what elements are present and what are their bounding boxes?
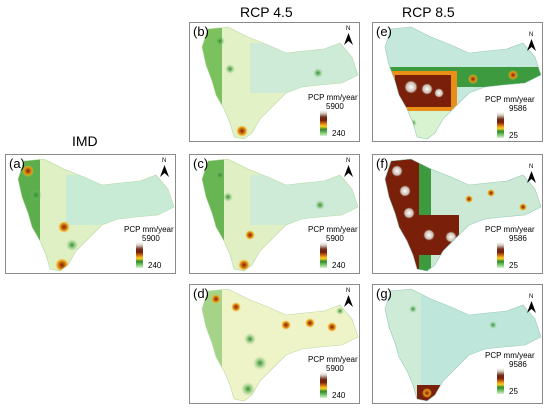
north-arrow-a: N [158, 158, 172, 179]
legend-colorbar [136, 242, 143, 268]
legend-colorbar [320, 372, 327, 398]
north-arrow-icon [344, 33, 353, 45]
north-arrow-f: N [525, 164, 539, 185]
panel-label-g: (g) [376, 286, 392, 301]
column-title-imd: IMD [72, 133, 98, 149]
legend-unit: PCP mm/year [308, 93, 358, 102]
map-c [201, 158, 359, 272]
legend-min: 240 [148, 261, 162, 270]
panel-label-b: (b) [193, 24, 209, 39]
map-panel-g: (g) N PCP mm/year 9586 25 [372, 284, 543, 404]
legend-unit: PCP mm/year [485, 225, 535, 234]
north-arrow-c: N [342, 158, 356, 179]
map-f [384, 158, 542, 272]
north-arrow-icon [160, 165, 169, 177]
map-b [201, 26, 359, 140]
legend-unit: PCP mm/year [485, 351, 535, 360]
north-arrow-icon [527, 301, 536, 313]
legend-min: 25 [509, 387, 518, 396]
legend-colorbar [497, 368, 504, 394]
legend-max: 5900 [326, 102, 344, 111]
legend-unit: PCP mm/year [124, 225, 174, 234]
legend-min: 25 [509, 261, 518, 270]
column-title-rcp85: RCP 8.5 [402, 4, 455, 20]
map-a [17, 158, 175, 272]
north-arrow-g: N [525, 294, 539, 315]
map-panel-b: (b) N PCP mm/year 5900 240 [189, 22, 360, 142]
panel-label-f: (f) [376, 156, 389, 171]
map-panel-a: (a) N PCP mm/year 5900 240 [5, 154, 176, 274]
map-e [384, 26, 542, 140]
panel-label-a: (a) [9, 156, 25, 171]
legend-max: 5900 [142, 234, 160, 243]
legend-unit: PCP mm/year [308, 225, 358, 234]
column-title-rcp45: RCP 4.5 [240, 4, 293, 20]
legend-colorbar [497, 112, 504, 138]
legend-min: 240 [332, 129, 346, 138]
panel-label-e: (e) [376, 24, 392, 39]
legend-max: 9586 [509, 360, 527, 369]
north-arrow-icon [527, 39, 536, 51]
map-panel-d: (d) N PCP mm/year 5900 240 [189, 284, 360, 404]
north-arrow-icon [527, 171, 536, 183]
legend-unit: PCP mm/year [308, 355, 358, 364]
panel-label-c: (c) [193, 156, 209, 171]
legend-colorbar [497, 242, 504, 268]
legend-unit: PCP mm/year [485, 95, 535, 104]
map-panel-c: (c) N PCP mm/year 5900 240 [189, 154, 360, 274]
legend-max: 5900 [326, 364, 344, 373]
legend-max: 5900 [326, 234, 344, 243]
panel-label-d: (d) [193, 286, 209, 301]
legend-min: 25 [509, 131, 518, 140]
legend-max: 9586 [509, 234, 527, 243]
map-panel-f: (f) N PCP mm/year 9586 25 [372, 154, 543, 274]
map-g [384, 288, 542, 402]
legend-colorbar [320, 110, 327, 136]
north-arrow-d: N [342, 288, 356, 309]
legend-colorbar [320, 242, 327, 268]
legend-min: 240 [332, 261, 346, 270]
map-d [201, 288, 359, 402]
map-panel-e: (e) N PCP mm/year 9586 25 [372, 22, 543, 142]
legend-min: 240 [332, 391, 346, 400]
north-arrow-b: N [342, 26, 356, 47]
north-arrow-icon [344, 295, 353, 307]
north-arrow-e: N [525, 32, 539, 53]
north-arrow-icon [344, 165, 353, 177]
legend-max: 9586 [509, 104, 527, 113]
